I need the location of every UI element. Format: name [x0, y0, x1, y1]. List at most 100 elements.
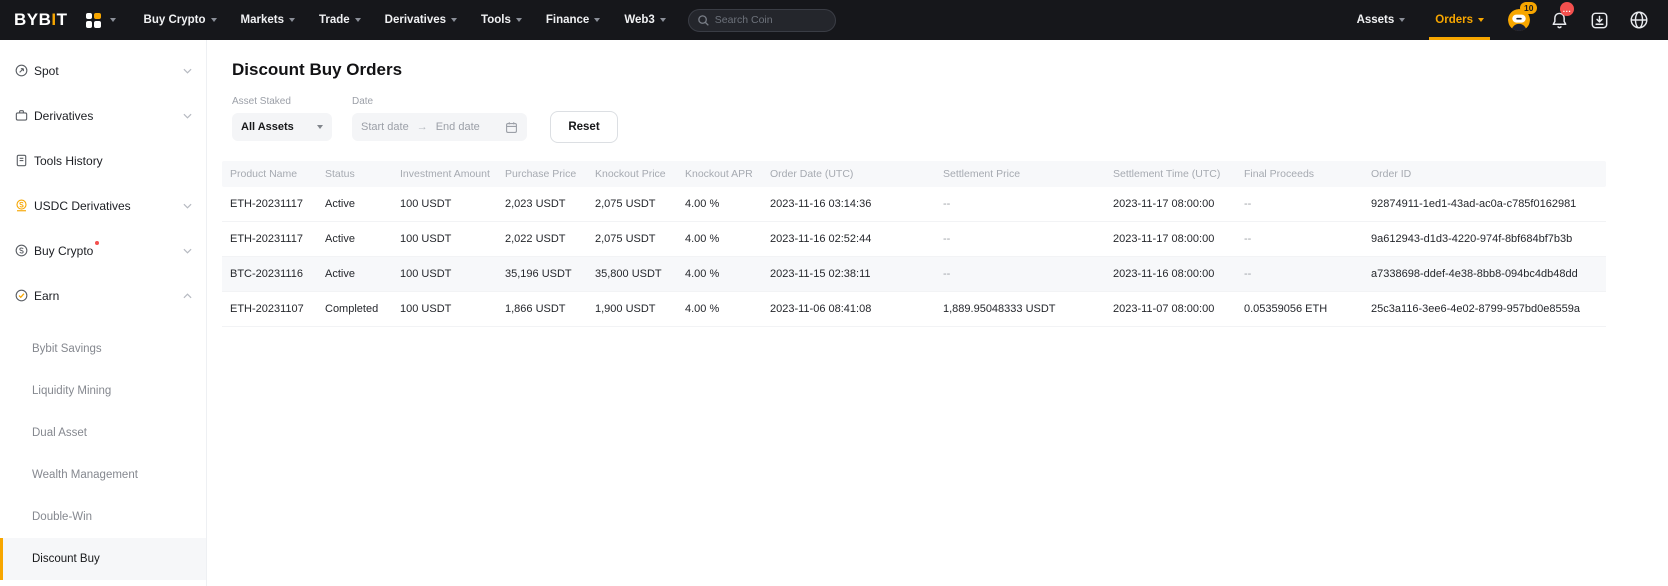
cell-order-date: 2023-11-16 02:52:44 — [770, 233, 872, 245]
notifications-button[interactable]: ... — [1542, 0, 1576, 40]
cell-knockout-apr: 4.00 % — [685, 268, 720, 280]
cell-order-date: 2023-11-06 08:41:08 — [770, 303, 872, 315]
nav-item-tools[interactable]: Tools — [469, 0, 534, 40]
cell-final-proceeds: -- — [1244, 233, 1252, 245]
globe-icon — [1630, 11, 1648, 29]
cell-settlement-price: 1,889.95048333 USDT — [943, 303, 1056, 315]
sidebar-item-derivatives[interactable]: Derivatives — [0, 93, 206, 138]
chevron-down-icon — [183, 68, 192, 74]
cell-knockout-apr: 4.00 % — [685, 303, 720, 315]
cell-settlement-price: -- — [943, 268, 951, 280]
apps-menu-button[interactable] — [85, 12, 116, 28]
subitem-label: Wealth Management — [32, 469, 138, 481]
cell-knockout-apr: 4.00 % — [685, 233, 720, 245]
column-header: Knockout Price — [595, 168, 666, 180]
sidebar-item-label: Tools History — [34, 153, 103, 168]
date-label: Date — [352, 96, 374, 107]
nav-item-derivatives[interactable]: Derivatives — [373, 0, 469, 40]
tools-history-icon — [14, 153, 29, 168]
download-app-button[interactable] — [1582, 0, 1616, 40]
support-chat-button[interactable]: 10 — [1502, 0, 1538, 40]
chevron-down-icon — [659, 18, 666, 22]
earn-submenu: Bybit Savings Liquidity Mining Dual Asse… — [0, 328, 206, 580]
sidebar-item-spot[interactable]: Spot — [0, 48, 206, 93]
chevron-down-icon — [594, 18, 601, 22]
date-filter: Date Start date → End date — [352, 96, 527, 141]
sidebar-subitem-discount-buy[interactable]: Discount Buy — [0, 538, 206, 580]
asset-staked-value: All Assets — [241, 121, 294, 133]
cell-knockout-price: 2,075 USDT — [595, 233, 656, 245]
nav-item-markets[interactable]: Markets — [229, 0, 307, 40]
cell-purchase-price: 1,866 USDT — [505, 303, 566, 315]
search-input[interactable] — [687, 8, 836, 32]
nav-right-group: Assets Orders 10 ... — [1345, 0, 1656, 40]
sidebar-item-buy-crypto[interactable]: Buy Crypto — [0, 228, 206, 273]
cell-final-proceeds: 0.05359056 ETH — [1244, 303, 1328, 315]
cell-order-date: 2023-11-15 02:38:11 — [770, 268, 871, 280]
orders-table: Product Name Status Investment Amount Pu… — [222, 161, 1606, 327]
cell-settlement-time: 2023-11-07 08:00:00 — [1113, 303, 1215, 315]
apps-grid-icon — [85, 12, 101, 28]
cell-order-date: 2023-11-16 03:14:36 — [770, 198, 872, 210]
nav-item-orders[interactable]: Orders — [1423, 0, 1496, 40]
sidebar-subitem-wealth-management[interactable]: Wealth Management — [0, 454, 206, 496]
sidebar-subitem-liquidity-mining[interactable]: Liquidity Mining — [0, 370, 206, 412]
sidebar-item-label: Spot — [34, 63, 59, 78]
start-date-placeholder: Start date — [361, 121, 409, 133]
subitem-label: Double-Win — [32, 511, 93, 523]
arrow-right-icon: → — [416, 121, 428, 133]
subitem-label: Bybit Savings — [32, 343, 102, 355]
logo-accent: I — [51, 10, 57, 29]
cell-final-proceeds: -- — [1244, 198, 1252, 210]
cell-settlement-price: -- — [943, 198, 951, 210]
nav-item-buy-crypto[interactable]: Buy Crypto — [132, 0, 229, 40]
reset-button[interactable]: Reset — [550, 111, 618, 143]
sidebar-subitem-double-win[interactable]: Double-Win — [0, 496, 206, 538]
notification-badge: ... — [1560, 2, 1574, 16]
chevron-down-icon — [1399, 18, 1406, 22]
column-header: Knockout APR — [685, 168, 753, 180]
asset-staked-filter: Asset Staked All Assets — [232, 96, 332, 141]
column-header: Order Date (UTC) — [770, 168, 854, 180]
sidebar-item-earn[interactable]: Earn — [0, 273, 206, 318]
column-header: Settlement Time (UTC) — [1113, 168, 1221, 180]
nav-item-web3[interactable]: Web3 — [612, 0, 677, 40]
cell-product-name: ETH-20231107 — [230, 303, 304, 315]
sidebar-subitem-bybit-savings[interactable]: Bybit Savings — [0, 328, 206, 370]
table-row: ETH-20231107 Completed 100 USDT 1,866 US… — [222, 292, 1606, 327]
column-header: Purchase Price — [505, 168, 577, 180]
nav-label: Buy Crypto — [143, 14, 206, 26]
sidebar-item-usdc-derivatives[interactable]: USDC Derivatives — [0, 183, 206, 228]
cell-purchase-price: 2,022 USDT — [505, 233, 566, 245]
cell-settlement-time: 2023-11-16 08:00:00 — [1113, 268, 1215, 280]
column-header: Product Name — [230, 168, 298, 180]
bybit-logo[interactable]: BYB I T — [14, 10, 68, 30]
usdc-coin-icon — [14, 198, 29, 213]
chevron-down-icon — [288, 18, 295, 22]
cell-settlement-time: 2023-11-17 08:00:00 — [1113, 198, 1215, 210]
sidebar-item-tools-history[interactable]: Tools History — [0, 138, 206, 183]
nav-label: Finance — [545, 14, 590, 26]
column-header: Final Proceeds — [1244, 168, 1315, 180]
cell-order-id: 92874911-1ed1-43ad-ac0a-c785f0162981 — [1371, 198, 1577, 210]
page-title: Discount Buy Orders — [232, 60, 403, 79]
spot-icon — [14, 63, 29, 78]
nav-item-assets[interactable]: Assets — [1345, 0, 1418, 40]
table-row: ETH-20231117 Active 100 USDT 2,022 USDT … — [222, 222, 1606, 257]
cell-product-name: ETH-20231117 — [230, 198, 303, 210]
top-navigation: BYB I T Buy Crypto Markets Trade Derivativ… — [0, 0, 1668, 40]
sidebar-subitem-dual-asset[interactable]: Dual Asset — [0, 412, 206, 454]
sidebar: Spot Derivatives Tools History USDC Deri… — [0, 40, 207, 586]
asset-staked-select[interactable]: All Assets — [232, 113, 332, 141]
chevron-up-icon — [183, 292, 192, 299]
cell-final-proceeds: -- — [1244, 268, 1252, 280]
table-row: BTC-20231116 Active 100 USDT 35,196 USDT… — [222, 257, 1606, 292]
nav-item-finance[interactable]: Finance — [534, 0, 612, 40]
date-range-input[interactable]: Start date → End date — [352, 113, 527, 141]
language-globe-button[interactable] — [1622, 0, 1656, 40]
nav-item-trade[interactable]: Trade — [307, 0, 373, 40]
cell-status: Completed — [325, 303, 379, 315]
cell-purchase-price: 2,023 USDT — [505, 198, 566, 210]
buy-crypto-icon — [14, 243, 29, 258]
cell-settlement-time: 2023-11-17 08:00:00 — [1113, 233, 1215, 245]
